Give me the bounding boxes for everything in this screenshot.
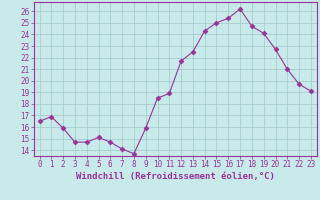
X-axis label: Windchill (Refroidissement éolien,°C): Windchill (Refroidissement éolien,°C) xyxy=(76,172,275,181)
